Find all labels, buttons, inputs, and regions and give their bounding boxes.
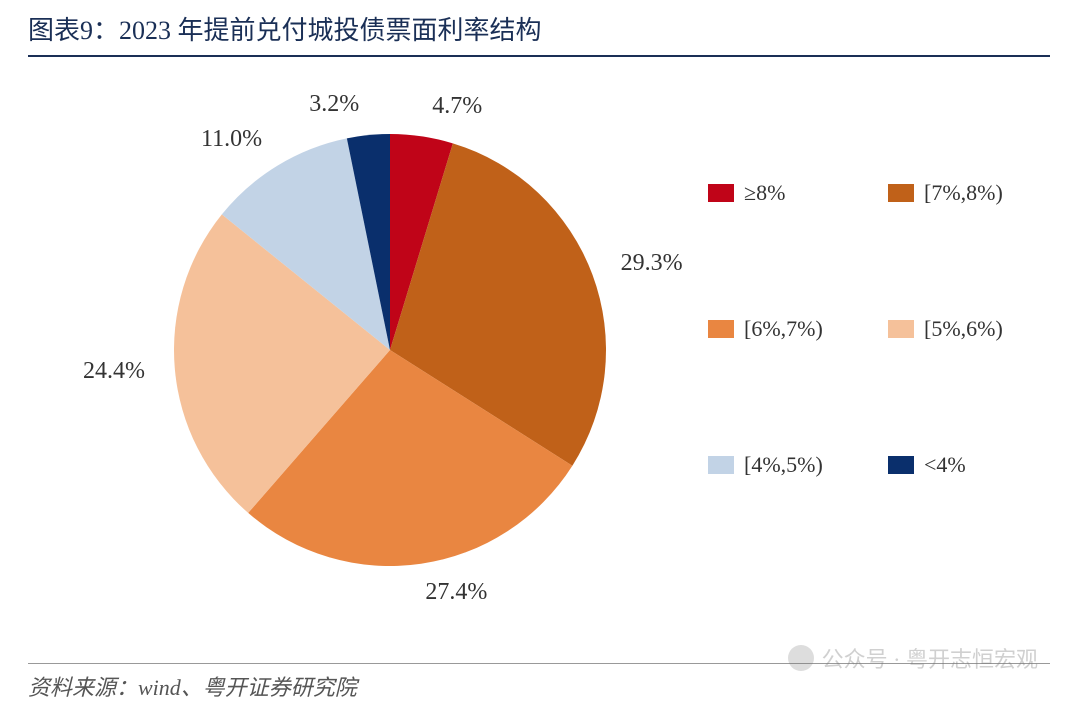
legend: ≥8% [7%,8%) [6%,7%) [5%,6%) [4%,5%) <4%	[708, 180, 1028, 588]
legend-label: [6%,7%)	[744, 316, 823, 342]
legend-item: [5%,6%)	[888, 316, 1028, 342]
watermark-text: 公众号 · 粤开志恒宏观	[822, 642, 1038, 674]
legend-label: [4%,5%)	[744, 452, 823, 478]
legend-swatch	[888, 320, 914, 338]
legend-label: [5%,6%)	[924, 316, 1003, 342]
legend-swatch	[888, 184, 914, 202]
legend-swatch	[708, 184, 734, 202]
watermark: 公众号 · 粤开志恒宏观	[788, 642, 1038, 674]
legend-item: [7%,8%)	[888, 180, 1028, 206]
legend-row: [6%,7%) [5%,6%)	[708, 316, 1028, 342]
pie-svg	[170, 130, 610, 570]
legend-swatch	[888, 456, 914, 474]
legend-item: [6%,7%)	[708, 316, 848, 342]
title-bar: 图表9：2023 年提前兑付城投债票面利率结构	[28, 10, 1050, 57]
slice-label: 29.3%	[621, 250, 683, 277]
legend-row: [4%,5%) <4%	[708, 452, 1028, 478]
legend-swatch	[708, 320, 734, 338]
pie-chart	[170, 130, 610, 570]
slice-label: 3.2%	[309, 91, 359, 118]
legend-label: ≥8%	[744, 180, 785, 206]
chart-title: 图表9：2023 年提前兑付城投债票面利率结构	[28, 16, 542, 45]
wechat-icon	[788, 645, 814, 671]
legend-item: [4%,5%)	[708, 452, 848, 478]
legend-item: ≥8%	[708, 180, 848, 206]
slice-label: 24.4%	[83, 358, 145, 385]
legend-item: <4%	[888, 452, 1028, 478]
slice-label: 11.0%	[201, 126, 262, 153]
chart-area: 4.7% 29.3% 27.4% 24.4% 11.0% 3.2% ≥8% [7%,8%) […	[0, 90, 1078, 650]
legend-swatch	[708, 456, 734, 474]
legend-label: <4%	[924, 452, 966, 478]
figure-container: 图表9：2023 年提前兑付城投债票面利率结构 4.7% 29.3% 27.4% 24…	[0, 0, 1078, 724]
legend-label: [7%,8%)	[924, 180, 1003, 206]
source-text: 资料来源：wind、粤开证券研究院	[28, 670, 357, 702]
slice-label: 27.4%	[425, 579, 487, 606]
legend-row: ≥8% [7%,8%)	[708, 180, 1028, 206]
slice-label: 4.7%	[432, 93, 482, 120]
